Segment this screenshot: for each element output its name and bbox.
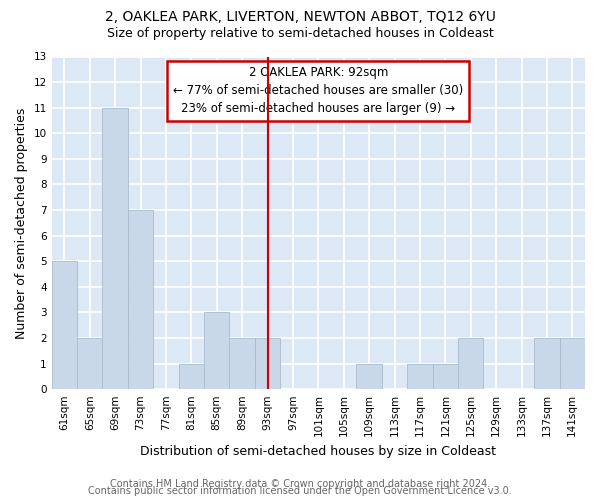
Bar bbox=[458, 338, 484, 389]
Bar bbox=[204, 312, 229, 389]
Bar bbox=[128, 210, 153, 389]
Bar bbox=[255, 338, 280, 389]
Bar bbox=[77, 338, 103, 389]
Bar bbox=[103, 108, 128, 389]
Bar bbox=[534, 338, 560, 389]
Text: Size of property relative to semi-detached houses in Coldeast: Size of property relative to semi-detach… bbox=[107, 28, 493, 40]
Bar bbox=[356, 364, 382, 389]
Bar bbox=[229, 338, 255, 389]
Y-axis label: Number of semi-detached properties: Number of semi-detached properties bbox=[15, 107, 28, 338]
Text: 2 OAKLEA PARK: 92sqm
← 77% of semi-detached houses are smaller (30)
23% of semi-: 2 OAKLEA PARK: 92sqm ← 77% of semi-detac… bbox=[173, 66, 463, 116]
X-axis label: Distribution of semi-detached houses by size in Coldeast: Distribution of semi-detached houses by … bbox=[140, 444, 496, 458]
Bar bbox=[433, 364, 458, 389]
Bar bbox=[407, 364, 433, 389]
Text: 2, OAKLEA PARK, LIVERTON, NEWTON ABBOT, TQ12 6YU: 2, OAKLEA PARK, LIVERTON, NEWTON ABBOT, … bbox=[104, 10, 496, 24]
Bar bbox=[179, 364, 204, 389]
Text: Contains HM Land Registry data © Crown copyright and database right 2024.: Contains HM Land Registry data © Crown c… bbox=[110, 479, 490, 489]
Bar bbox=[52, 261, 77, 389]
Bar bbox=[560, 338, 585, 389]
Text: Contains public sector information licensed under the Open Government Licence v3: Contains public sector information licen… bbox=[88, 486, 512, 496]
